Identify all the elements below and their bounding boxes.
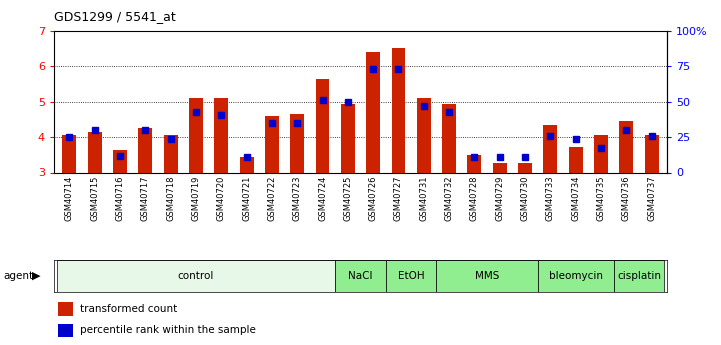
Bar <box>619 121 633 172</box>
Text: cisplatin: cisplatin <box>617 271 661 281</box>
Bar <box>569 147 583 172</box>
Text: bleomycin: bleomycin <box>549 271 603 281</box>
Bar <box>164 135 177 172</box>
Text: EtOH: EtOH <box>398 271 425 281</box>
Text: GDS1299 / 5541_at: GDS1299 / 5541_at <box>54 10 176 23</box>
Bar <box>62 135 76 172</box>
Text: agent: agent <box>4 271 34 281</box>
Bar <box>366 51 380 172</box>
Text: NaCl: NaCl <box>348 271 373 281</box>
Bar <box>518 162 532 172</box>
Bar <box>265 116 279 172</box>
Bar <box>544 125 557 172</box>
Bar <box>442 104 456 172</box>
Bar <box>386 260 436 292</box>
Text: MMS: MMS <box>475 271 500 281</box>
Bar <box>341 104 355 172</box>
Text: percentile rank within the sample: percentile rank within the sample <box>80 325 256 335</box>
Bar <box>436 260 538 292</box>
Bar <box>316 79 329 172</box>
Bar <box>335 260 386 292</box>
Bar <box>57 260 335 292</box>
Bar <box>88 132 102 172</box>
Bar <box>214 98 228 172</box>
Bar <box>538 260 614 292</box>
Bar <box>291 114 304 172</box>
Text: control: control <box>177 271 214 281</box>
Bar <box>113 149 127 172</box>
Bar <box>189 98 203 172</box>
Bar <box>392 48 405 172</box>
Text: transformed count: transformed count <box>80 304 177 314</box>
Bar <box>614 260 664 292</box>
Bar <box>138 128 152 172</box>
Bar <box>58 324 73 337</box>
Bar <box>645 135 659 172</box>
Bar <box>467 155 482 172</box>
Bar <box>239 157 254 172</box>
Bar <box>58 302 73 316</box>
Bar <box>594 135 608 172</box>
Bar <box>493 162 507 172</box>
Text: ▶: ▶ <box>32 271 40 281</box>
Bar <box>417 98 430 172</box>
